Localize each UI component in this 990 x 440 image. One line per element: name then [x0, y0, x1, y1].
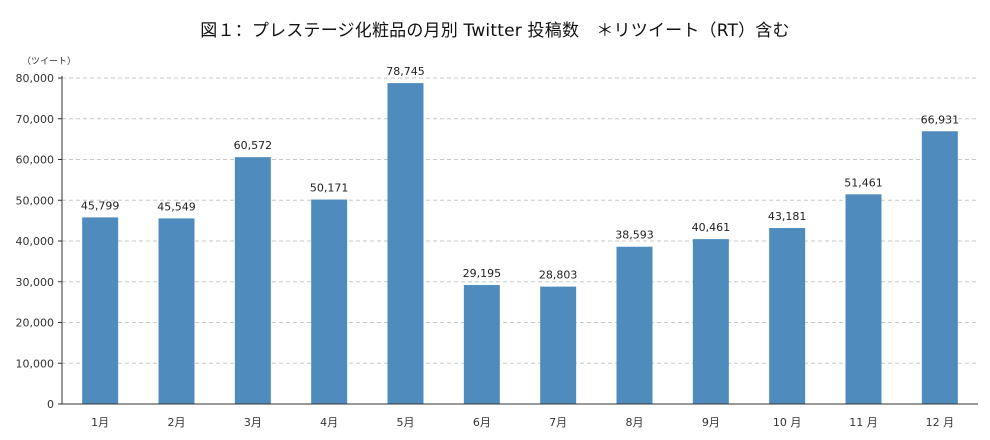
- data-label: 78,745: [386, 65, 425, 78]
- chart-title: 図１：プレステージ化粧品の月別 Twitter 投稿数 ＊リツイート（RT）含む: [200, 21, 790, 41]
- x-tick-label: 2月: [168, 416, 186, 429]
- x-tick-label: 8月: [626, 416, 644, 429]
- bar: [616, 246, 653, 404]
- bar: [158, 218, 195, 404]
- bars: [82, 83, 958, 405]
- bar: [540, 286, 577, 404]
- bar: [692, 239, 729, 404]
- data-label: 45,549: [157, 200, 196, 213]
- y-tick-label: 10,000: [16, 357, 55, 370]
- bar: [387, 83, 424, 404]
- x-tick-label: 10 月: [773, 416, 802, 429]
- x-tick-label: 5月: [397, 416, 415, 429]
- x-tick-label: 6月: [473, 416, 491, 429]
- y-tick-label: 60,000: [16, 154, 55, 167]
- axes: [58, 76, 978, 405]
- data-label: 45,799: [81, 199, 120, 212]
- data-label: 29,195: [463, 267, 502, 280]
- bar: [921, 131, 958, 405]
- y-axis-unit-label: （ツイート）: [22, 57, 77, 67]
- x-tick-label: 7月: [549, 416, 567, 429]
- data-label: 38,593: [615, 229, 654, 242]
- x-tick-label: 3月: [244, 416, 262, 429]
- y-tick-label: 80,000: [16, 72, 55, 85]
- bar: [311, 199, 348, 404]
- y-tick-label: 70,000: [16, 113, 55, 126]
- data-label: 43,181: [768, 210, 807, 223]
- bar: [234, 157, 271, 404]
- bar: [845, 194, 882, 404]
- data-label: 50,171: [310, 182, 349, 195]
- y-tick-label: 40,000: [16, 235, 55, 248]
- bar: [769, 228, 806, 404]
- y-tick-label: 20,000: [16, 317, 55, 330]
- gridlines: [62, 77, 978, 364]
- y-tick-label: 0: [47, 398, 54, 411]
- data-label: 28,803: [539, 269, 578, 282]
- x-tick-label: 4月: [320, 416, 338, 429]
- x-tick-label: 12 月: [926, 416, 955, 429]
- x-tick-label: 9月: [702, 416, 720, 429]
- labels: 0 10,000 20,000 30,000 40,000 50,000 60,000 70,…: [16, 65, 960, 429]
- bar: [82, 217, 119, 404]
- data-label: 60,572: [234, 139, 273, 152]
- y-tick-label: 30,000: [16, 276, 55, 289]
- x-tick-label: 11 月: [849, 416, 878, 429]
- x-tick-label: 1月: [91, 416, 109, 429]
- data-label: 51,461: [844, 176, 883, 189]
- data-label: 40,461: [692, 221, 731, 234]
- bar: [463, 285, 500, 404]
- y-tick-label: 50,000: [16, 194, 55, 207]
- data-label: 66,931: [921, 113, 960, 126]
